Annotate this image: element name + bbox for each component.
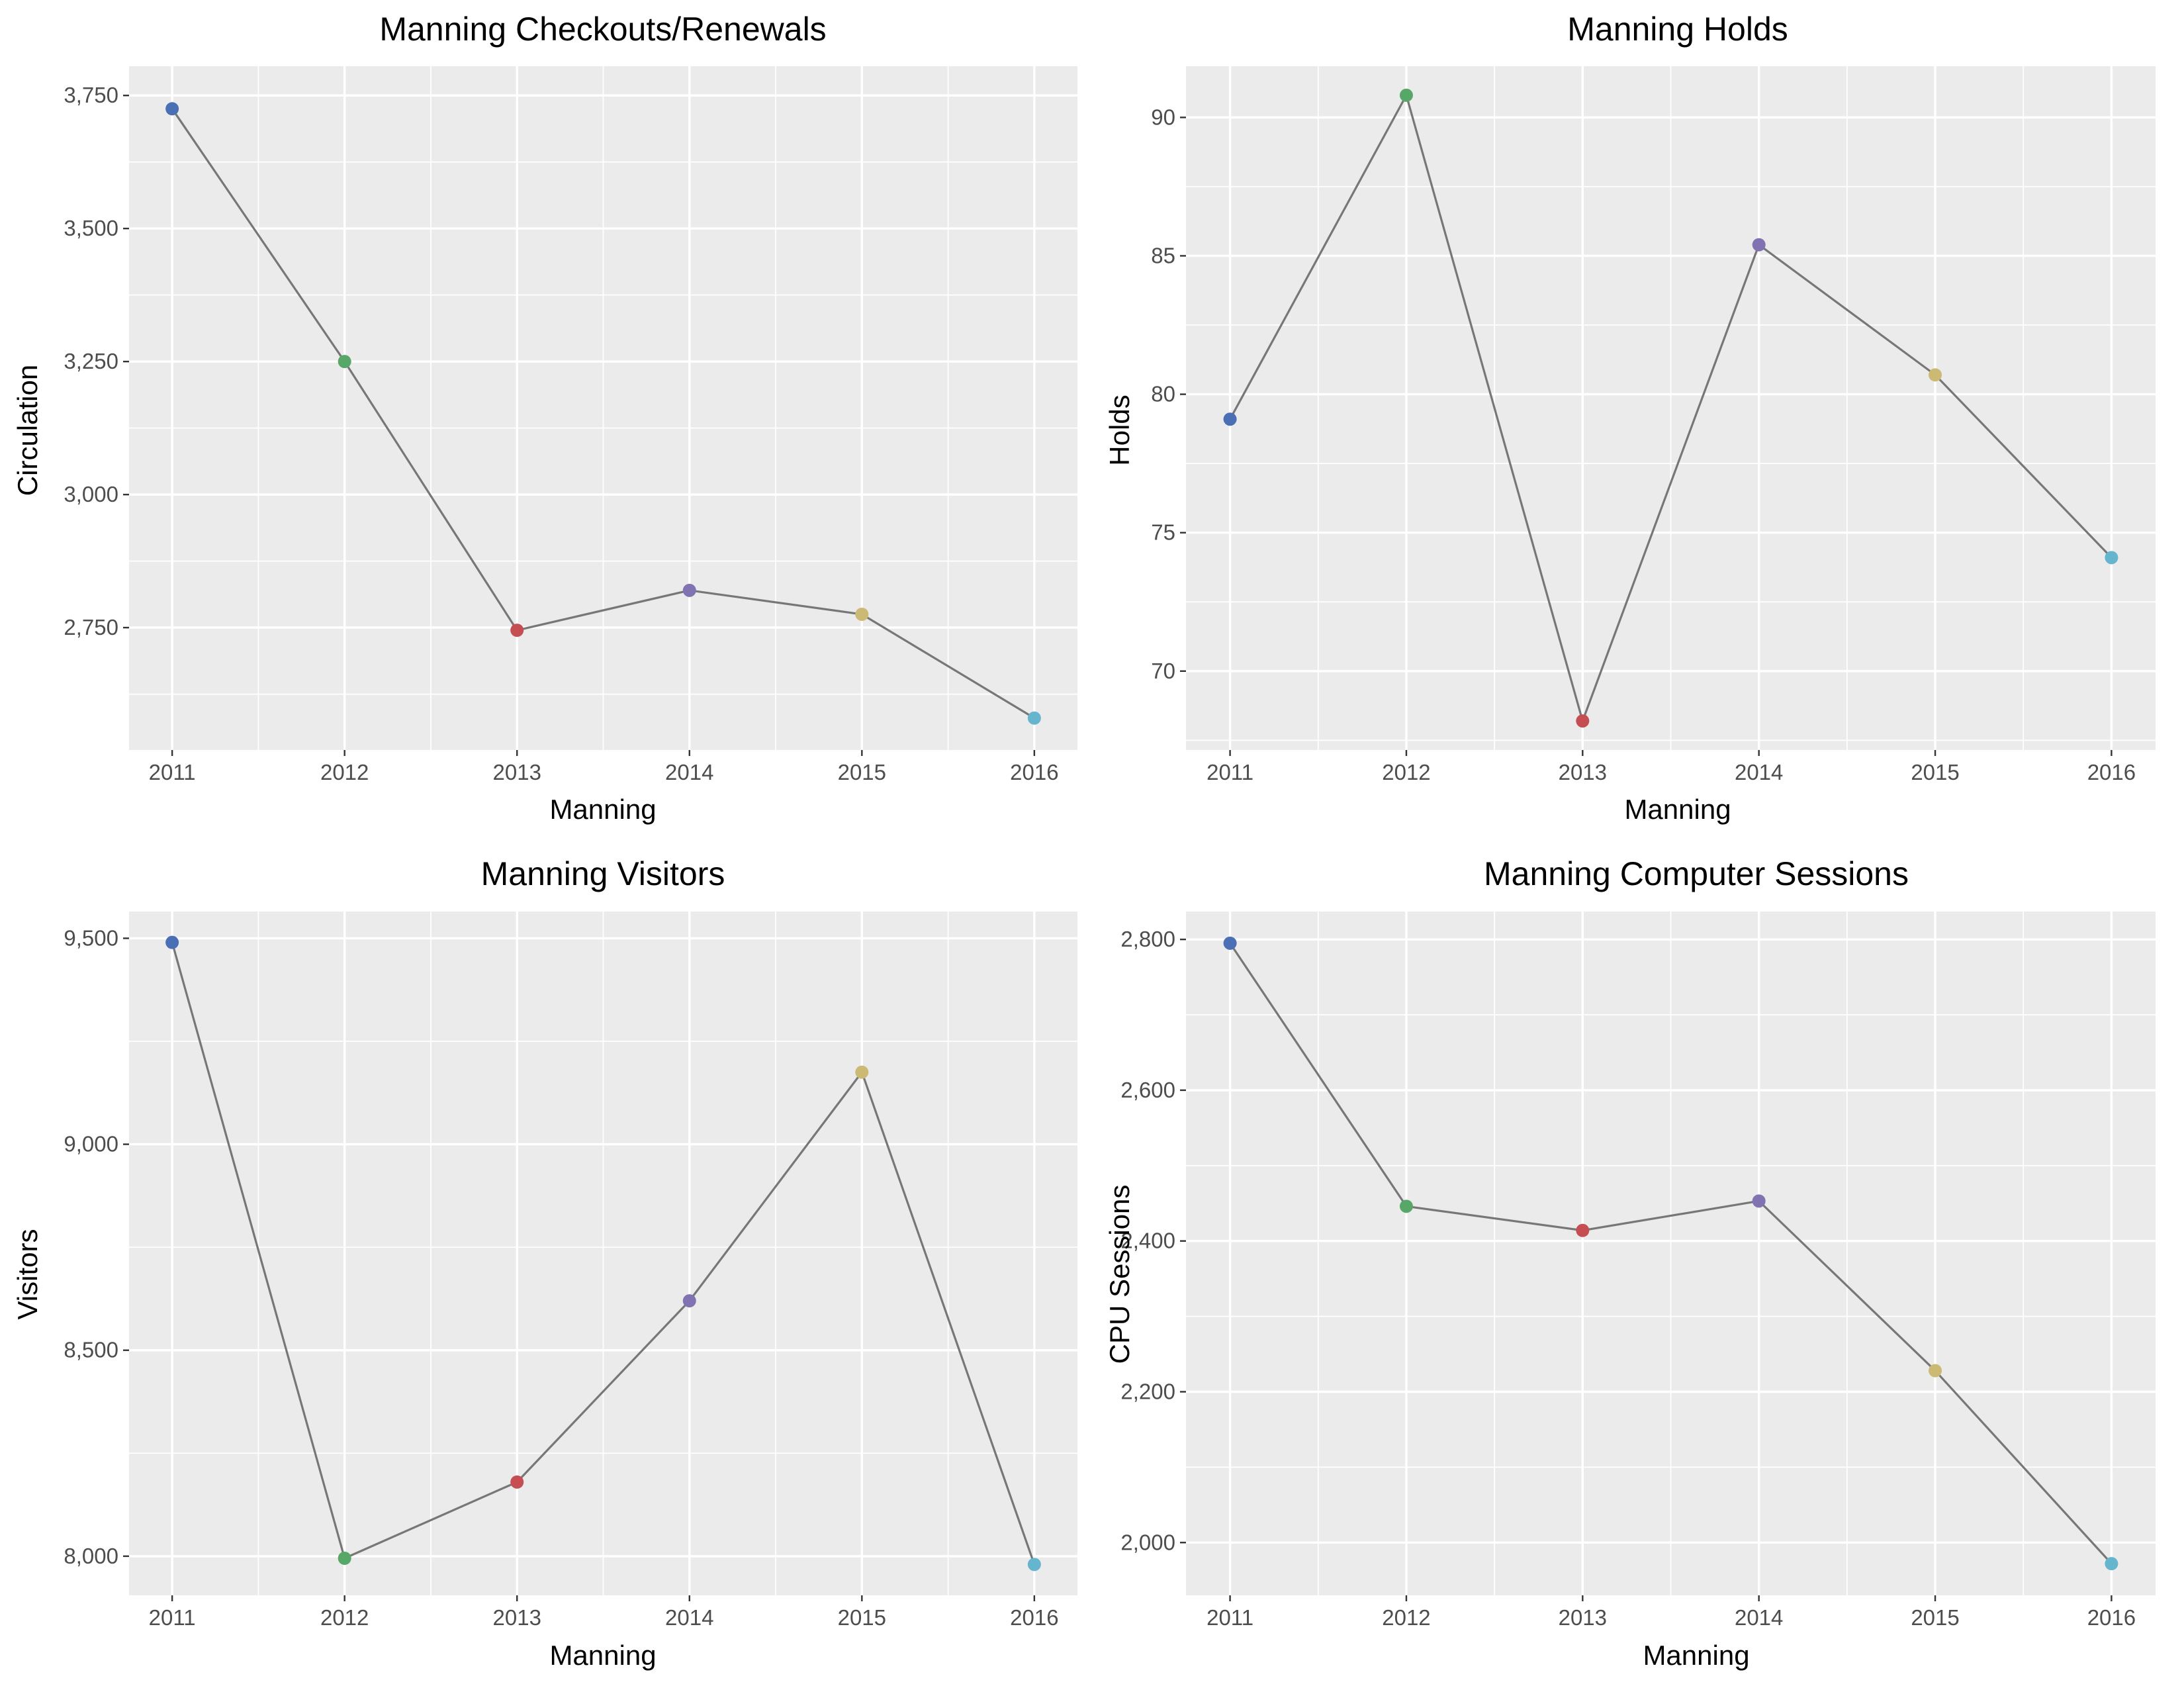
data-point-2016 — [2105, 551, 2118, 565]
data-point-2016 — [2105, 1557, 2118, 1571]
data-point-2011 — [1223, 412, 1237, 426]
x-tick-label: 2014 — [1735, 1605, 1783, 1630]
x-tick-label: 2015 — [1911, 1605, 1959, 1630]
y-tick-label: 2,000 — [1120, 1530, 1175, 1554]
y-tick-label: 90 — [1151, 105, 1175, 129]
y-tick-label: 3,250 — [64, 349, 118, 373]
data-point-2012 — [1399, 1199, 1413, 1213]
chart-visitors: 8,000 8,500 9,000 9,500 2011 2012 2013 2014 2015… — [12, 855, 1077, 1671]
chart-title: Manning Visitors — [481, 855, 725, 892]
x-tick-label: 2014 — [665, 1605, 713, 1630]
y-axis-title: Holds — [1104, 395, 1135, 465]
x-tick-label: 2012 — [1382, 760, 1430, 784]
y-tick-label: 75 — [1151, 520, 1175, 545]
chart-title: Manning Computer Sessions — [1484, 855, 1909, 892]
x-tick-label: 2016 — [2087, 1605, 2136, 1630]
y-tick-label: 3,000 — [64, 482, 118, 506]
chart-title: Manning Checkouts/Renewals — [379, 11, 826, 48]
data-point-2012 — [338, 355, 351, 369]
x-axis-title: Manning — [549, 1640, 656, 1671]
y-tick-label: 2,200 — [1120, 1379, 1175, 1403]
y-tick-label: 8,500 — [64, 1338, 118, 1362]
data-point-2014 — [682, 583, 696, 597]
data-point-2016 — [1027, 1558, 1041, 1571]
x-tick-label: 2013 — [1559, 1605, 1607, 1630]
data-point-2013 — [1576, 1223, 1590, 1237]
chart-holds: 70 75 80 85 90 2011 2012 2013 2014 2015 2016 Manni… — [1104, 11, 2156, 825]
data-point-2013 — [510, 624, 524, 637]
x-tick-label: 2014 — [665, 760, 713, 784]
data-point-2016 — [1027, 711, 1041, 725]
x-tick-label: 2013 — [1559, 760, 1607, 784]
x-tick-label: 2011 — [1206, 1605, 1253, 1630]
y-tick-label: 2,400 — [1120, 1229, 1175, 1253]
data-point-2014 — [1752, 1194, 1766, 1208]
x-tick-label: 2013 — [493, 1605, 541, 1630]
data-point-2014 — [1752, 238, 1766, 252]
series-line — [171, 942, 1036, 1565]
data-point-2011 — [1223, 936, 1237, 950]
x-tick-label: 2013 — [493, 760, 541, 784]
y-tick-label: 9,500 — [64, 925, 118, 950]
x-tick-label: 2016 — [1010, 1605, 1058, 1630]
chart-title: Manning Holds — [1567, 11, 1788, 48]
y-axis-title: Visitors — [12, 1229, 43, 1320]
series-line — [1229, 92, 2113, 725]
data-point-2015 — [855, 1065, 869, 1079]
y-tick-label: 2,800 — [1120, 927, 1175, 951]
y-tick-label: 80 — [1151, 382, 1175, 406]
chart-checkouts-renewals: 2,750 3,000 3,250 3,500 3,750 2011 2012 2013 201… — [12, 11, 1077, 825]
y-tick-label: 9,000 — [64, 1132, 118, 1156]
chart-computer-sessions: 2,000 2,200 2,400 2,600 2,800 2011 2012 2013 201… — [1104, 855, 2156, 1671]
data-point-2011 — [165, 102, 179, 116]
data-point-2015 — [855, 608, 869, 622]
y-axis-title: CPU Sessions — [1104, 1185, 1135, 1364]
y-tick-label: 3,500 — [64, 216, 118, 240]
x-axis-title: Manning — [549, 794, 656, 825]
y-axis-title: Circulation — [12, 365, 43, 496]
y-tick-label: 70 — [1151, 659, 1175, 683]
x-tick-label: 2016 — [1010, 760, 1058, 784]
data-point-2012 — [338, 1551, 351, 1565]
y-tick-label: 2,600 — [1120, 1078, 1175, 1102]
data-point-2013 — [1576, 714, 1590, 728]
x-tick-label: 2012 — [320, 1605, 369, 1630]
x-tick-label: 2012 — [320, 760, 369, 784]
data-point-2015 — [1929, 1364, 1942, 1378]
x-tick-label: 2016 — [2087, 760, 2136, 784]
x-axis-title: Manning — [1643, 1640, 1749, 1671]
data-point-2015 — [1929, 368, 1942, 382]
data-point-2011 — [165, 935, 179, 949]
data-point-2012 — [1399, 88, 1413, 102]
x-tick-label: 2011 — [149, 760, 196, 784]
y-tick-label: 2,750 — [64, 615, 118, 639]
series-line — [171, 108, 1035, 720]
data-point-2014 — [682, 1294, 696, 1308]
x-tick-label: 2012 — [1382, 1605, 1430, 1630]
x-tick-label: 2015 — [838, 760, 886, 784]
x-tick-label: 2011 — [149, 1605, 196, 1630]
y-tick-label: 8,000 — [64, 1544, 118, 1568]
series-line — [1229, 942, 2113, 1565]
x-tick-label: 2015 — [838, 1605, 886, 1630]
x-axis-title: Manning — [1624, 794, 1731, 825]
x-tick-label: 2011 — [1206, 760, 1253, 784]
data-point-2013 — [510, 1475, 524, 1489]
y-tick-label: 85 — [1151, 243, 1175, 267]
y-tick-label: 3,750 — [64, 83, 118, 107]
x-tick-label: 2014 — [1735, 760, 1783, 784]
x-tick-label: 2015 — [1911, 760, 1959, 784]
